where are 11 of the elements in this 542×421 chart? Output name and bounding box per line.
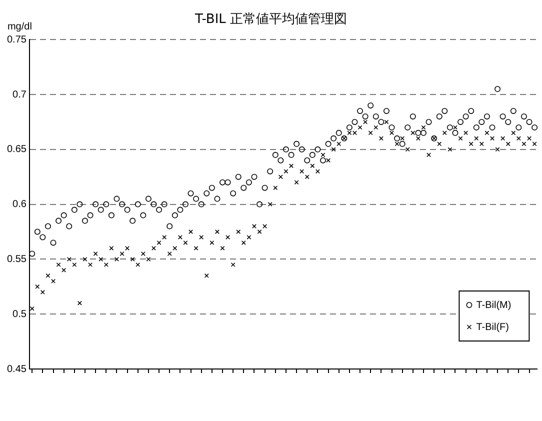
y-tick-label: 0.75: [6, 34, 27, 46]
legend-label: T-Bil(M): [476, 300, 512, 311]
y-tick-label: 0.5: [12, 308, 27, 320]
y-tick-label: 0.55: [6, 254, 27, 265]
y-tick-label: 0.45: [6, 364, 27, 375]
y-tick-label: 0.65: [6, 144, 27, 156]
y-tick-label: 0.7: [12, 89, 27, 100]
legend-label: T-Bil(F): [476, 322, 509, 333]
y-axis-title: mg/dl: [7, 21, 32, 32]
y-tick-label: 0.6: [12, 199, 27, 210]
chart-title: T-BIL 正常値平均値管理図: [194, 12, 348, 28]
